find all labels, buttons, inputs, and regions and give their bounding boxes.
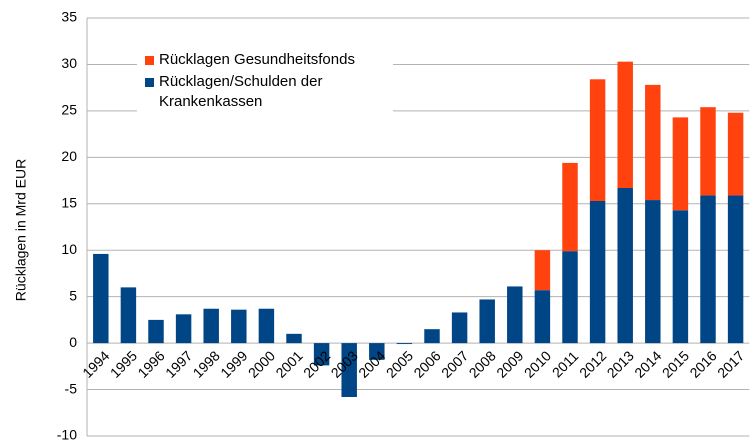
- y-tick-label: 25: [61, 102, 77, 118]
- x-tick-label: 2017: [714, 347, 747, 380]
- x-tick-label: 2013: [604, 347, 637, 380]
- legend: Rücklagen Gesundheitsfonds Rücklagen/Schu…: [137, 42, 393, 120]
- x-tick-label: 1994: [79, 347, 112, 380]
- y-tick-label: -10: [57, 427, 77, 443]
- bar-segment: [589, 200, 606, 344]
- bar-segment: [93, 253, 109, 344]
- bar-segment: [424, 329, 440, 344]
- legend-item: Rücklagen/Schulden der Krankenkassen: [145, 72, 385, 112]
- bar-segment: [148, 319, 164, 344]
- bar-segment: [672, 210, 689, 344]
- y-tick-label: 10: [61, 241, 77, 257]
- bar-segment: [534, 250, 551, 291]
- x-tick-label: 2015: [659, 347, 692, 380]
- x-tick-label: 1997: [162, 347, 195, 380]
- y-tick-label: 20: [61, 148, 77, 164]
- bar-segment: [286, 333, 302, 344]
- x-tick-label: 2006: [410, 347, 443, 380]
- bar-segment: [562, 251, 578, 344]
- bar-segment: [589, 79, 606, 201]
- bar-segment: [313, 343, 330, 366]
- bar-segment: [341, 343, 357, 397]
- y-tick-label: 5: [69, 287, 77, 303]
- y-tick-label: 30: [61, 55, 77, 71]
- bar-segment: [534, 290, 551, 344]
- x-tick-label: 2010: [521, 347, 554, 380]
- legend-label: Rücklagen/Schulden der Krankenkassen: [159, 73, 323, 110]
- x-tick-label: 2001: [272, 347, 305, 380]
- x-tick-label: 2009: [493, 347, 526, 380]
- x-tick-label: 2000: [245, 347, 278, 380]
- bar-segment: [369, 343, 385, 360]
- bar-segment: [231, 309, 247, 344]
- bar-segment: [617, 187, 633, 344]
- y-tick-label: 15: [61, 194, 77, 210]
- x-tick-label: 2005: [383, 347, 416, 380]
- x-tick-label: 2011: [549, 348, 582, 381]
- bar-segment: [672, 117, 689, 211]
- bar-segment: [562, 162, 578, 252]
- bar-segment: [727, 195, 744, 344]
- x-tick-label: 2016: [686, 347, 719, 380]
- legend-item: Rücklagen Gesundheitsfonds: [145, 50, 385, 70]
- y-tick-label: -5: [65, 380, 78, 396]
- legend-swatch: [145, 78, 154, 87]
- bar-segment: [645, 84, 661, 201]
- x-tick-label: 2007: [438, 347, 471, 380]
- legend-swatch: [145, 56, 154, 65]
- x-tick-label: 1995: [107, 347, 140, 380]
- bar-segment: [203, 308, 219, 344]
- bar-segment: [507, 286, 523, 344]
- bar-segment: [479, 299, 495, 344]
- x-tick-label: 2008: [466, 347, 499, 380]
- x-tick-label: 2014: [631, 347, 664, 380]
- bar-segment: [645, 200, 661, 344]
- x-tick-label: 1998: [190, 347, 223, 380]
- y-tick-label: 35: [61, 9, 77, 25]
- y-tick-label: 0: [69, 334, 77, 350]
- legend-label: Rücklagen Gesundheitsfonds: [159, 51, 355, 68]
- bar-segment: [175, 314, 192, 344]
- bar-segment: [617, 61, 633, 188]
- bar-segment: [396, 343, 413, 345]
- x-tick-label: 2012: [576, 347, 609, 380]
- x-tick-label: 1999: [217, 347, 250, 380]
- bar-segment: [700, 195, 716, 344]
- y-axis-label: Rücklagen in Mrd EUR: [13, 159, 29, 301]
- bar-segment: [727, 112, 744, 196]
- x-tick-label: 1996: [134, 347, 167, 380]
- bar-segment: [258, 308, 275, 344]
- bar-segment: [700, 107, 716, 196]
- bar-segment: [451, 312, 468, 344]
- bar-segment: [120, 287, 137, 344]
